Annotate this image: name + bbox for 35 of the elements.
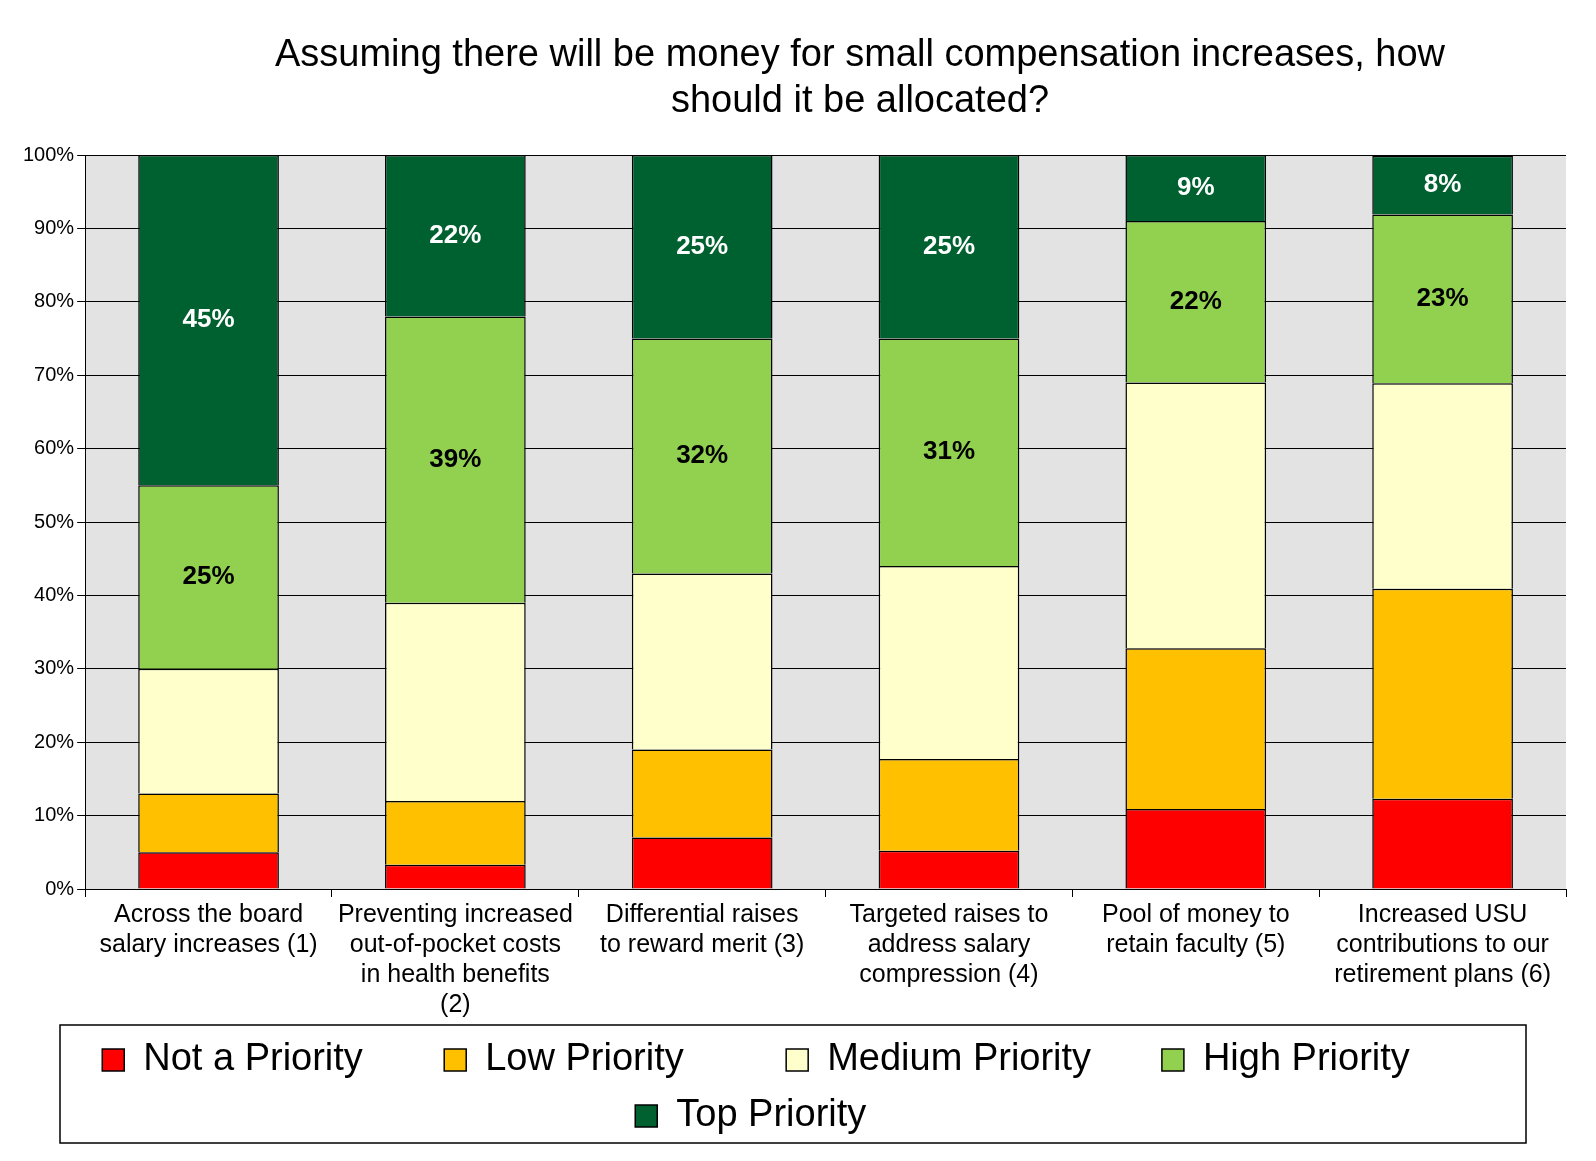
data-label: 31% [922, 435, 975, 466]
data-label: 32% [676, 439, 729, 470]
data-label: 25% [182, 560, 235, 591]
data-label: 25% [676, 229, 729, 260]
data-label: 22% [429, 218, 482, 249]
y-tick-label: 50% [34, 509, 75, 532]
x-tick-label: Targeted raises to address salary compression (4) [849, 898, 1049, 987]
x-tick-label: Preventing increased out-of-pocket costs in health benefits (2) [337, 898, 573, 1017]
x-tick-label: Differential raises to reward merit (3) [600, 898, 805, 957]
data-label: 23% [1416, 282, 1469, 313]
x-tick-label: Pool of money to retain faculty (5) [1101, 898, 1290, 957]
y-tick-label: 80% [34, 289, 75, 312]
legend-label: High Priority [1202, 1036, 1484, 1079]
y-tick-label: 70% [34, 362, 75, 385]
data-label: 22% [1169, 284, 1222, 315]
legend-label: Top Priority [676, 1092, 951, 1135]
y-tick-label: 0% [45, 876, 75, 899]
y-tick-label: 20% [34, 729, 75, 752]
y-tick-label: 60% [34, 436, 75, 459]
data-label: 45% [182, 303, 235, 334]
legend-label: Not a Priority [143, 1036, 427, 1079]
y-tick-label: 30% [34, 656, 75, 679]
x-tick-label: Increased USU contributions to our retirement plans (6) [1334, 898, 1551, 987]
y-tick-label: 100% [23, 142, 75, 165]
y-tick-label: 90% [34, 215, 75, 238]
data-label: 9% [1177, 171, 1215, 202]
legend-label: Medium Priority [827, 1036, 1144, 1079]
data-label: 8% [1423, 168, 1462, 199]
y-tick-label: 40% [34, 582, 75, 605]
y-tick-label: 10% [34, 803, 75, 826]
chart-title: Assuming there will be money for small compensation increases, how should it be allocated? [273, 31, 1447, 122]
legend-label: Low Priority [485, 1036, 769, 1079]
x-tick-label: Across the board salary increases (1) [99, 898, 318, 957]
data-label: 25% [922, 229, 975, 260]
data-label: 39% [429, 442, 482, 473]
